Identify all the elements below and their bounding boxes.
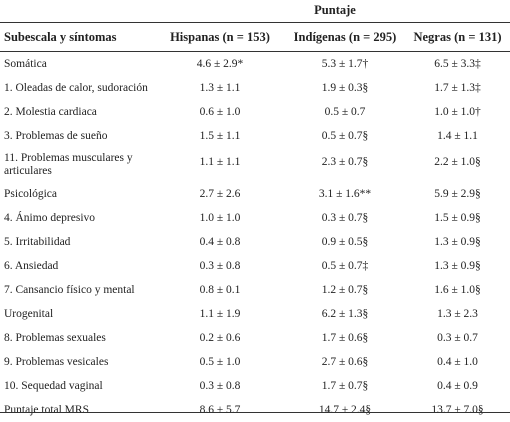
cell-indigenas: 5.3 ± 1.7† — [321, 58, 369, 70]
cell-hispanas: 1.3 ± 1.1 — [199, 82, 241, 94]
cell-hispanas: 0.4 ± 0.8 — [199, 236, 241, 248]
cell-negras: 0.4 ± 0.9 — [437, 380, 478, 392]
table-row: 8. Problemas sexuales 0.2 ± 0.6 1.7 ± 0.6§… — [0, 326, 510, 350]
cell-label: Puntaje total MRS — [4, 404, 89, 416]
cell-negras: 1.3 ± 0.9§ — [434, 260, 481, 272]
cell-hispanas: 0.8 ± 0.1 — [199, 284, 241, 296]
cell-indigenas: 14.7 ± 2.4§ — [318, 404, 372, 416]
cell-negras: 1.5 ± 0.9§ — [434, 212, 481, 224]
cell-label: 1. Oleadas de calor, sudoración — [4, 82, 148, 94]
cell-hispanas: 0.3 ± 0.8 — [199, 380, 241, 392]
cell-hispanas: 0.5 ± 1.0 — [199, 356, 241, 368]
cell-label: 4. Ánimo depresivo — [4, 212, 96, 224]
table-row: Psicológica 2.7 ± 2.6 3.1 ± 1.6** 5.9 ± 2.9… — [0, 182, 510, 206]
cell-negras: 5.9 ± 2.9§ — [434, 188, 481, 200]
cell-hispanas: 8.6 ± 5.7 — [199, 404, 241, 416]
cell-negras: 6.5 ± 3.3‡ — [434, 58, 481, 70]
cell-indigenas: 3.1 ± 1.6** — [318, 188, 372, 200]
cell-indigenas: 0.5 ± 0.7‡ — [321, 260, 369, 272]
cell-hispanas: 1.1 ± 1.9 — [199, 308, 241, 320]
cell-label: 9. Problemas vesicales — [4, 356, 109, 368]
cell-indigenas: 2.3 ± 0.7§ — [321, 156, 369, 168]
cell-indigenas: 6.2 ± 1.3§ — [321, 308, 369, 320]
column-header-negras: Negras (n = 131) — [413, 30, 502, 44]
cell-label: Urogenital — [4, 308, 54, 320]
cell-label: 7. Cansancio físico y mental — [4, 284, 135, 296]
cell-indigenas: 0.5 ± 0.7§ — [321, 130, 369, 142]
bottom-rule — [0, 412, 510, 413]
cell-hispanas: 4.6 ± 2.9* — [196, 58, 244, 70]
table-row: 4. Ánimo depresivo 1.0 ± 1.0 0.3 ± 0.7§ 1.5… — [0, 206, 510, 230]
cell-negras: 0.4 ± 1.0 — [437, 356, 478, 368]
cell-negras: 0.3 ± 0.7 — [437, 332, 478, 344]
cell-indigenas: 0.5 ± 0.7 — [324, 106, 366, 118]
table-row: Urogenital 1.1 ± 1.9 6.2 ± 1.3§ 1.3 ± 2.3 — [0, 302, 510, 326]
cell-hispanas: 1.0 ± 1.0 — [199, 212, 241, 224]
column-header-hispanas: Hispanas (n = 153) — [170, 30, 270, 44]
cell-indigenas: 2.7 ± 0.6§ — [321, 356, 369, 368]
cell-negras: 1.3 ± 0.9§ — [434, 236, 481, 248]
table-body: Somática 4.6 ± 2.9* 5.3 ± 1.7† 6.5 ± 3.3‡ 1.… — [0, 52, 510, 422]
cell-label: Psicológica — [4, 188, 58, 200]
cell-indigenas: 0.3 ± 0.7§ — [321, 212, 369, 224]
column-header-indigenas: Indígenas (n = 295) — [293, 30, 397, 44]
table-row: 6. Ansiedad 0.3 ± 0.8 0.5 ± 0.7‡ 1.3 ± 0.9§ — [0, 254, 510, 278]
table-row: Somática 4.6 ± 2.9* 5.3 ± 1.7† 6.5 ± 3.3‡ — [0, 52, 510, 76]
table-row: 11. Problemas musculares y articulares 1.… — [0, 148, 510, 182]
cell-negras: 2.2 ± 1.0§ — [434, 156, 481, 168]
cell-label: 3. Problemas de sueño — [4, 130, 108, 142]
cell-negras: 1.6 ± 1.0§ — [434, 284, 481, 296]
cell-hispanas: 2.7 ± 2.6 — [199, 188, 241, 200]
table-row: 10. Sequedad vaginal 0.3 ± 0.8 1.7 ± 0.7§ 0… — [0, 374, 510, 398]
cell-indigenas: 1.2 ± 0.7§ — [321, 284, 369, 296]
cell-indigenas: 1.7 ± 0.6§ — [321, 332, 369, 344]
cell-indigenas: 0.9 ± 0.5§ — [321, 236, 369, 248]
cell-label: 6. Ansiedad — [4, 260, 59, 272]
cell-negras: 1.7 ± 1.3‡ — [434, 82, 481, 94]
group-header: Puntaje — [314, 3, 356, 17]
table-row: 2. Molestia cardiaca 0.6 ± 1.0 0.5 ± 0.7 1.… — [0, 100, 510, 124]
cell-label: 11. Problemas musculares y articulares — [4, 152, 133, 177]
table-row: 3. Problemas de sueño 1.5 ± 1.1 0.5 ± 0.7§… — [0, 124, 510, 148]
column-header-row: Subescala y síntomas Hispanas (n = 153) … — [0, 30, 510, 48]
table-row: 5. Irritabilidad 0.4 ± 0.8 0.9 ± 0.5§ 1.3 ±… — [0, 230, 510, 254]
cell-label: 8. Problemas sexuales — [4, 332, 106, 344]
table-row: Puntaje total MRS 8.6 ± 5.7 14.7 ± 2.4§ 13.… — [0, 398, 510, 422]
cell-hispanas: 1.5 ± 1.1 — [199, 130, 241, 142]
cell-hispanas: 0.3 ± 0.8 — [199, 260, 241, 272]
table-row: 1. Oleadas de calor, sudoración 1.3 ± 1.1… — [0, 76, 510, 100]
cell-negras: 1.0 ± 1.0† — [434, 106, 481, 118]
cell-label: 5. Irritabilidad — [4, 236, 71, 248]
cell-label: 2. Molestia cardiaca — [4, 106, 97, 118]
table-row: 9. Problemas vesicales 0.5 ± 1.0 2.7 ± 0.6… — [0, 350, 510, 374]
cell-hispanas: 0.6 ± 1.0 — [199, 106, 241, 118]
header-rule — [0, 51, 510, 52]
cell-indigenas: 1.9 ± 0.3§ — [321, 82, 369, 94]
top-rule — [0, 22, 510, 23]
cell-hispanas: 0.2 ± 0.6 — [199, 332, 241, 344]
column-header-subscale: Subescala y síntomas — [4, 30, 117, 44]
cell-hispanas: 1.1 ± 1.1 — [199, 156, 241, 168]
cell-negras: 1.4 ± 1.1 — [437, 130, 478, 142]
table-row: 7. Cansancio físico y mental 0.8 ± 0.1 1.2… — [0, 278, 510, 302]
cell-negras: 1.3 ± 2.3 — [437, 308, 478, 320]
cell-label: 10. Sequedad vaginal — [4, 380, 103, 392]
cell-label: Somática — [4, 58, 47, 70]
cell-indigenas: 1.7 ± 0.7§ — [321, 380, 369, 392]
cell-negras: 13.7 ± 7.0§ — [431, 404, 484, 416]
